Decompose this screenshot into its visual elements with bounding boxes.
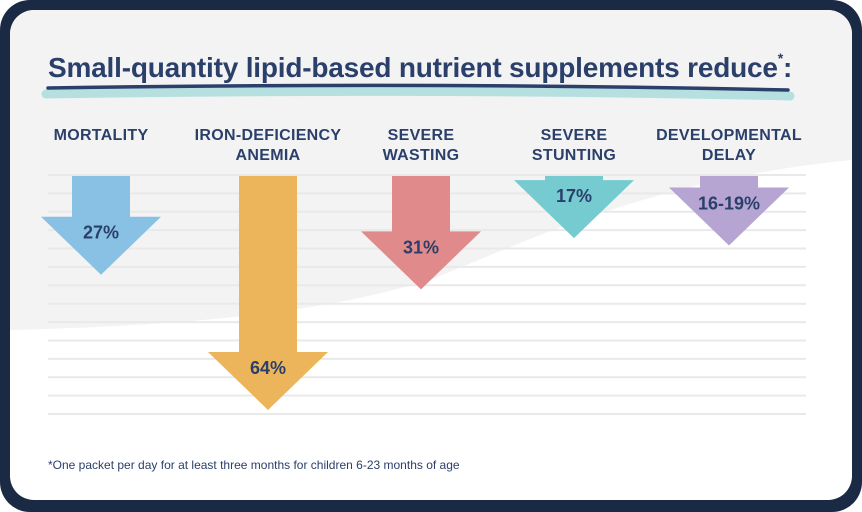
category-label-line: ANEMIA [235, 147, 301, 164]
footnote: *One packet per day for at least three m… [48, 458, 460, 472]
infographic-card: Small-quantity lipid-based nutrient supp… [10, 10, 852, 500]
data-label: 64% [250, 358, 286, 378]
arrow-chart: 27% 64% 31% 17% 16-19% [41, 174, 806, 415]
arrow-bar-4 [514, 176, 634, 239]
title-underline [41, 83, 795, 101]
category-label: IRON-DEFICIENCY ANEMIA [178, 126, 358, 166]
data-label: 17% [556, 186, 592, 206]
arrow-bar-3 [361, 176, 481, 290]
category-label-line: WASTING [382, 147, 460, 164]
category-label-line: MORTALITY [53, 127, 149, 144]
title-text: Small-quantity lipid-based nutrient supp… [48, 52, 778, 83]
category-label-line: IRON-DEFICIENCY [194, 127, 342, 144]
category-label-line: DELAY [701, 147, 757, 164]
arrow-bar-2 [208, 176, 328, 410]
title-asterisk: * [777, 50, 784, 66]
chart-title: Small-quantity lipid-based nutrient supp… [48, 50, 793, 84]
category-label-line: SEVERE [540, 127, 608, 144]
category-label-line: STUNTING [531, 147, 617, 164]
title-colon: : [783, 52, 793, 83]
category-label: SEVERE STUNTING [484, 126, 664, 166]
arrow-bar-5 [669, 176, 789, 246]
category-label: MORTALITY [11, 126, 191, 146]
data-label: 31% [403, 237, 439, 257]
arrow-bar-1 [41, 176, 161, 275]
category-label-line: SEVERE [387, 127, 455, 144]
category-label: DEVELOPMENTAL DELAY [639, 126, 819, 166]
data-label: 27% [83, 223, 119, 243]
data-label: 16-19% [698, 193, 760, 213]
category-label-line: DEVELOPMENTAL [656, 127, 802, 144]
category-label: SEVERE WASTING [331, 126, 511, 166]
